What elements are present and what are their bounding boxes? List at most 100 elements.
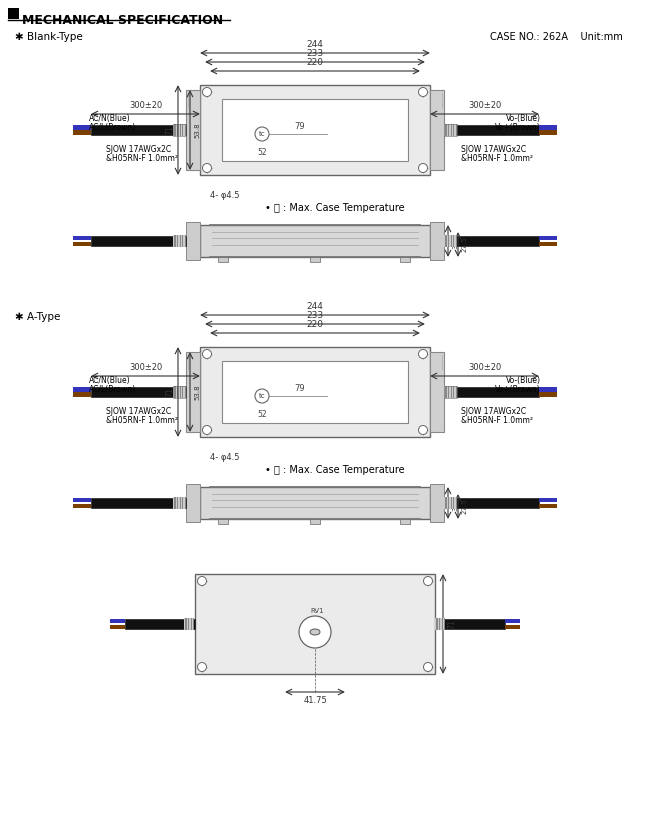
Text: • Ⓣ : Max. Case Temperature: • Ⓣ : Max. Case Temperature [265, 465, 405, 475]
Bar [91, 498, 186, 508]
Text: • Ⓣ : Max. Case Temperature: • Ⓣ : Max. Case Temperature [265, 203, 405, 213]
Bar [430, 484, 444, 522]
Circle shape [299, 616, 331, 648]
Bar [456, 235, 457, 247]
Bar [195, 574, 435, 674]
Bar [456, 124, 457, 136]
Bar [444, 498, 539, 508]
Bar [188, 618, 189, 630]
Bar [539, 387, 557, 392]
Circle shape [255, 389, 269, 403]
Bar [174, 124, 176, 136]
Circle shape [423, 576, 433, 585]
Text: &H05RN-F 1.0mm²: &H05RN-F 1.0mm² [106, 416, 178, 425]
Bar [444, 236, 539, 246]
Circle shape [202, 164, 212, 173]
Bar [180, 386, 181, 398]
Text: 53.8: 53.8 [194, 122, 200, 137]
Bar [539, 504, 557, 508]
Bar [400, 257, 410, 262]
Text: 27.5: 27.5 [462, 237, 468, 253]
Text: AC/L(Brown): AC/L(Brown) [89, 385, 136, 394]
Bar [184, 235, 185, 247]
Bar [181, 386, 182, 398]
Bar [200, 85, 430, 175]
Bar [73, 387, 91, 392]
Bar [218, 257, 228, 262]
Text: 233: 233 [306, 311, 324, 320]
Bar [174, 235, 176, 247]
Text: SJOW 17AWGx2C: SJOW 17AWGx2C [106, 145, 171, 154]
Bar [178, 497, 180, 509]
Bar [182, 497, 184, 509]
Bar [178, 386, 180, 398]
Text: Vo-(Blue): Vo-(Blue) [506, 376, 541, 385]
Text: tc: tc [259, 393, 265, 399]
Bar [200, 347, 430, 437]
Bar [539, 392, 557, 397]
Bar [430, 90, 444, 170]
Bar [435, 618, 436, 630]
Bar [450, 235, 452, 247]
Bar [453, 235, 454, 247]
Bar [430, 222, 444, 260]
Bar [186, 90, 200, 170]
Bar [176, 386, 177, 398]
Bar [73, 392, 91, 397]
Bar [444, 386, 457, 398]
Bar [539, 236, 557, 240]
Bar [185, 235, 186, 247]
Text: 37.5: 37.5 [452, 233, 458, 249]
Bar [222, 99, 408, 161]
Text: 4- φ4.5: 4- φ4.5 [210, 191, 239, 200]
Text: 27.5: 27.5 [462, 499, 468, 514]
Text: 79: 79 [295, 384, 306, 393]
Text: SJOW 17AWGx2C: SJOW 17AWGx2C [461, 407, 526, 416]
Circle shape [419, 425, 427, 435]
Bar [448, 235, 449, 247]
Bar [73, 236, 91, 240]
Bar [91, 387, 186, 397]
Bar [449, 235, 450, 247]
Bar [444, 387, 539, 397]
Bar [184, 618, 186, 630]
Bar [181, 124, 182, 136]
Bar [435, 619, 505, 629]
Bar [182, 235, 184, 247]
Text: AC/N(Blue): AC/N(Blue) [89, 114, 131, 123]
Bar [174, 497, 176, 509]
Bar [174, 386, 176, 398]
Bar [173, 386, 174, 398]
Bar [444, 386, 446, 398]
Bar [173, 497, 174, 509]
Text: SJOW 17AWGx2C: SJOW 17AWGx2C [106, 407, 171, 416]
Text: 37.5: 37.5 [452, 495, 458, 511]
Text: 53.8: 53.8 [194, 384, 200, 400]
Bar [446, 497, 447, 509]
Text: RV1: RV1 [310, 608, 324, 614]
Text: 220: 220 [306, 320, 324, 329]
Bar [310, 257, 320, 262]
Bar [310, 519, 320, 524]
Bar [454, 386, 456, 398]
Circle shape [202, 350, 212, 359]
Bar [453, 124, 454, 136]
Bar [185, 386, 186, 398]
Bar [190, 618, 192, 630]
Bar [447, 497, 448, 509]
Bar [180, 235, 181, 247]
Bar [452, 235, 453, 247]
Bar [182, 124, 184, 136]
Bar [73, 504, 91, 508]
Bar [200, 225, 430, 257]
Bar [440, 618, 442, 630]
Text: 71: 71 [165, 125, 174, 135]
Bar [452, 124, 453, 136]
Bar [456, 497, 457, 509]
Bar [180, 497, 181, 509]
Bar [186, 618, 187, 630]
Bar [444, 124, 446, 136]
Bar [452, 386, 453, 398]
Bar [456, 386, 457, 398]
Text: 52: 52 [257, 148, 267, 157]
